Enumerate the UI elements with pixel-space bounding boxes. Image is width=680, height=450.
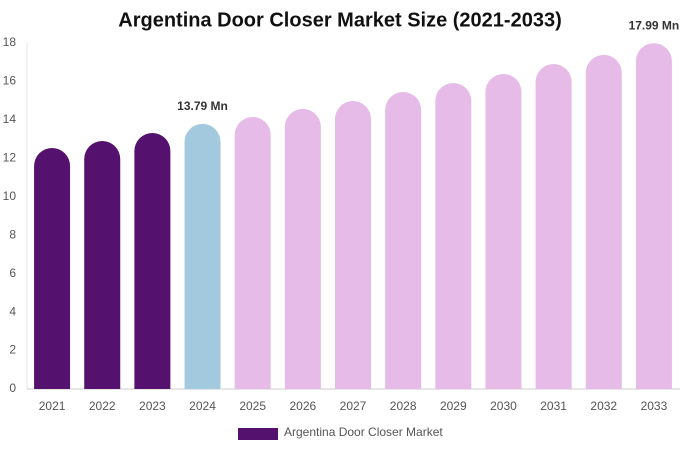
bar — [284, 108, 321, 389]
bar — [84, 141, 121, 389]
x-tick-label: 2026 — [289, 399, 316, 413]
x-tick-label: 2021 — [39, 399, 66, 413]
y-tick-label: 14 — [3, 112, 17, 126]
chart-title: Argentina Door Closer Market Size (2021-… — [118, 9, 562, 31]
legend-label: Argentina Door Closer Market — [284, 425, 443, 439]
y-tick-label: 18 — [3, 35, 17, 49]
x-tick-label: 2022 — [89, 399, 116, 413]
x-tick-label: 2024 — [189, 399, 216, 413]
x-tick-label: 2028 — [390, 399, 417, 413]
y-tick-label: 8 — [9, 227, 16, 241]
value-label: 17.99 Mn — [629, 18, 680, 32]
x-tick-label: 2030 — [490, 399, 517, 413]
x-tick-label: 2032 — [590, 399, 617, 413]
bar — [184, 123, 221, 390]
bar — [385, 92, 422, 390]
x-tick-label: 2033 — [641, 399, 668, 413]
y-tick-label: 4 — [9, 304, 16, 318]
bar — [535, 63, 572, 390]
bar — [234, 117, 271, 389]
bar — [134, 132, 171, 389]
bar — [585, 54, 622, 389]
bar — [635, 43, 672, 389]
y-tick-label: 6 — [9, 266, 16, 280]
x-tick-label: 2025 — [239, 399, 266, 413]
y-tick-label: 10 — [3, 189, 17, 203]
y-tick-label: 16 — [3, 74, 17, 88]
legend-swatch — [238, 428, 278, 440]
x-tick-label: 2031 — [540, 399, 567, 413]
value-label: 13.79 Mn — [177, 99, 228, 113]
y-tick-label: 2 — [9, 343, 16, 357]
bar — [34, 147, 71, 389]
y-tick-label: 0 — [9, 381, 16, 395]
y-tick-label: 12 — [3, 151, 17, 165]
bar — [435, 82, 472, 389]
bar — [485, 73, 522, 389]
bar — [335, 101, 371, 389]
x-tick-label: 2023 — [139, 399, 166, 413]
x-tick-label: 2027 — [340, 399, 367, 413]
x-tick-label: 2029 — [440, 399, 467, 413]
